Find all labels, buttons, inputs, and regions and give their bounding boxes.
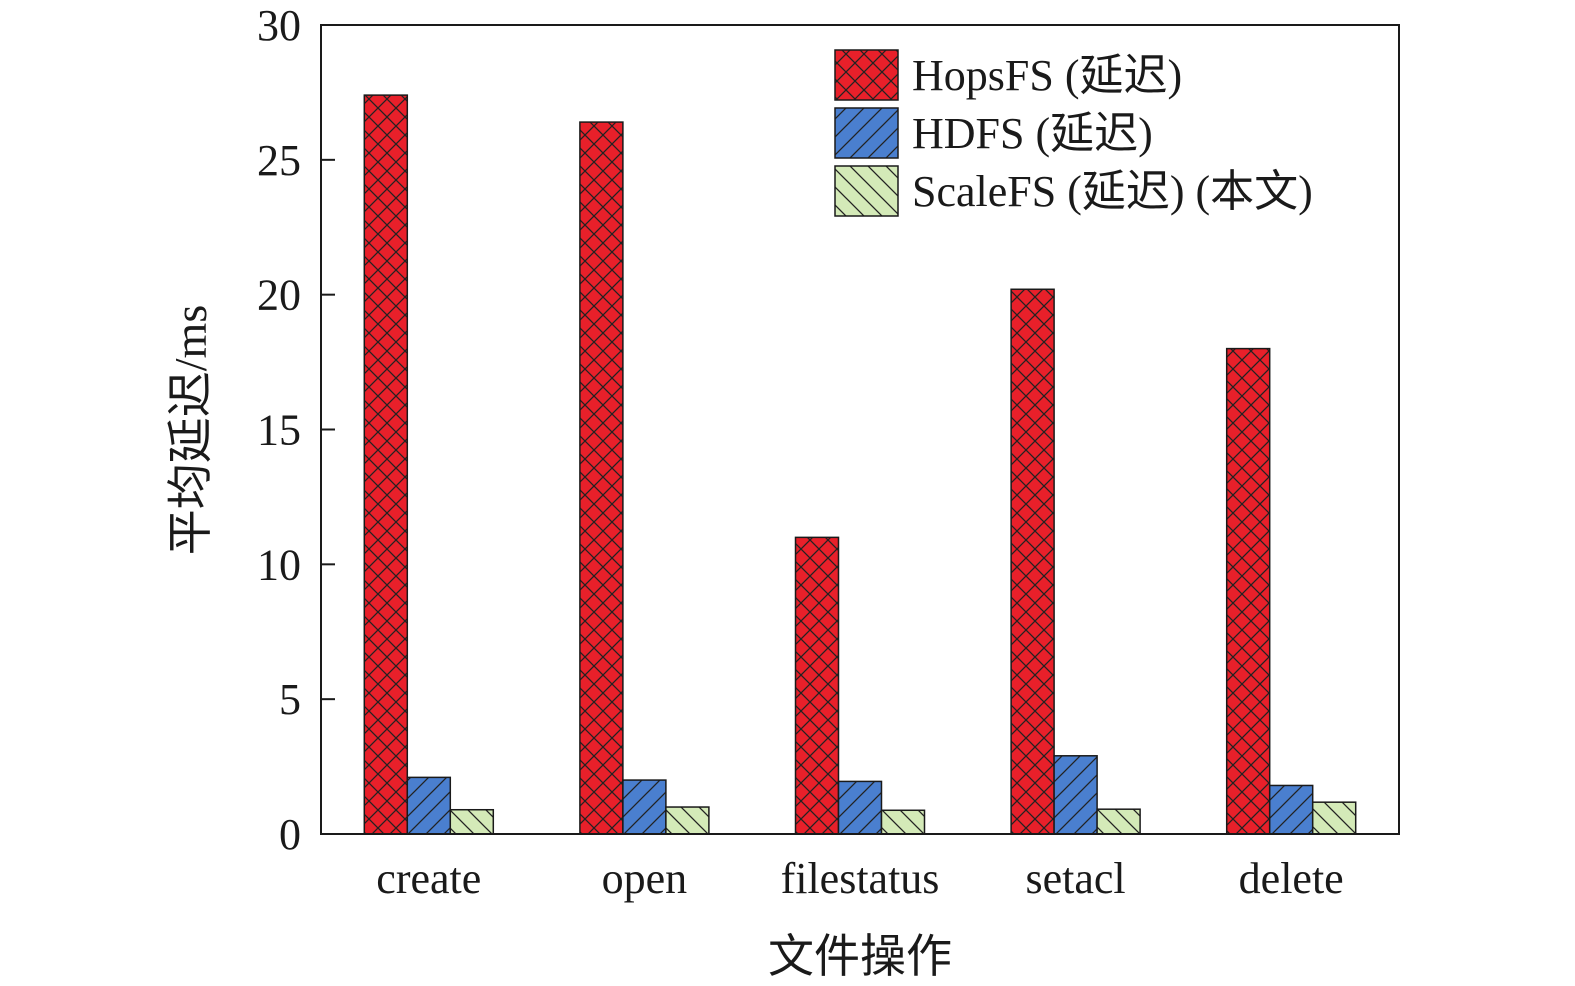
bar-scalefs-setacl	[1096, 808, 1141, 835]
bar-hopsfs-delete	[1225, 347, 1271, 835]
bar-hdfs-setacl	[1053, 755, 1098, 835]
x-tick-label-delete: delete	[1239, 854, 1344, 903]
legend-label-hopsfs: HopsFS (延迟)	[912, 51, 1182, 100]
y-tick-label: 30	[257, 1, 301, 50]
bars-group	[363, 94, 1357, 835]
x-tick-label-setacl: setacl	[1026, 854, 1126, 903]
legend-label-hdfs: HDFS (延迟)	[912, 109, 1153, 158]
bar-hopsfs-create	[363, 94, 409, 835]
legend-label-scalefs: ScaleFS (延迟) (本文)	[912, 167, 1313, 216]
legend-swatch-hopsfs	[834, 49, 899, 101]
x-tick-label-create: create	[376, 854, 481, 903]
bar-scalefs-open	[665, 806, 710, 835]
bar-scalefs-create	[449, 808, 495, 835]
x-axis: create open filestatus setacl delete	[376, 854, 1343, 903]
bar-scalefs-delete	[1311, 801, 1357, 835]
bar-hdfs-filestatus	[837, 780, 883, 835]
y-tick-label: 10	[257, 540, 301, 589]
y-tick-label: 5	[279, 675, 301, 724]
legend-swatch-scalefs	[834, 165, 899, 217]
y-tick-label: 0	[279, 810, 301, 859]
x-axis-title: 文件操作	[768, 931, 952, 982]
legend: HopsFS (延迟) HDFS (延迟) ScaleFS (延迟) (本文)	[834, 49, 1313, 217]
bar-hdfs-create	[406, 776, 452, 835]
x-tick-label-open: open	[602, 854, 688, 903]
bar-hdfs-open	[622, 779, 667, 835]
y-axis-title: 平均延迟/ms	[165, 305, 216, 555]
x-tick-label-filestatus: filestatus	[781, 854, 940, 903]
bar-scalefs-filestatus	[880, 809, 926, 835]
y-axis: 0 5 10 15 20 25 30	[257, 1, 335, 859]
bar-hopsfs-filestatus	[794, 536, 840, 835]
bar-hopsfs-setacl	[1010, 288, 1055, 835]
bar-hopsfs-open	[579, 121, 624, 835]
y-tick-label: 25	[257, 136, 301, 185]
y-tick-label: 15	[257, 406, 301, 455]
bar-hdfs-delete	[1268, 784, 1314, 835]
y-tick-label: 20	[257, 271, 301, 320]
legend-swatch-hdfs	[834, 107, 899, 159]
